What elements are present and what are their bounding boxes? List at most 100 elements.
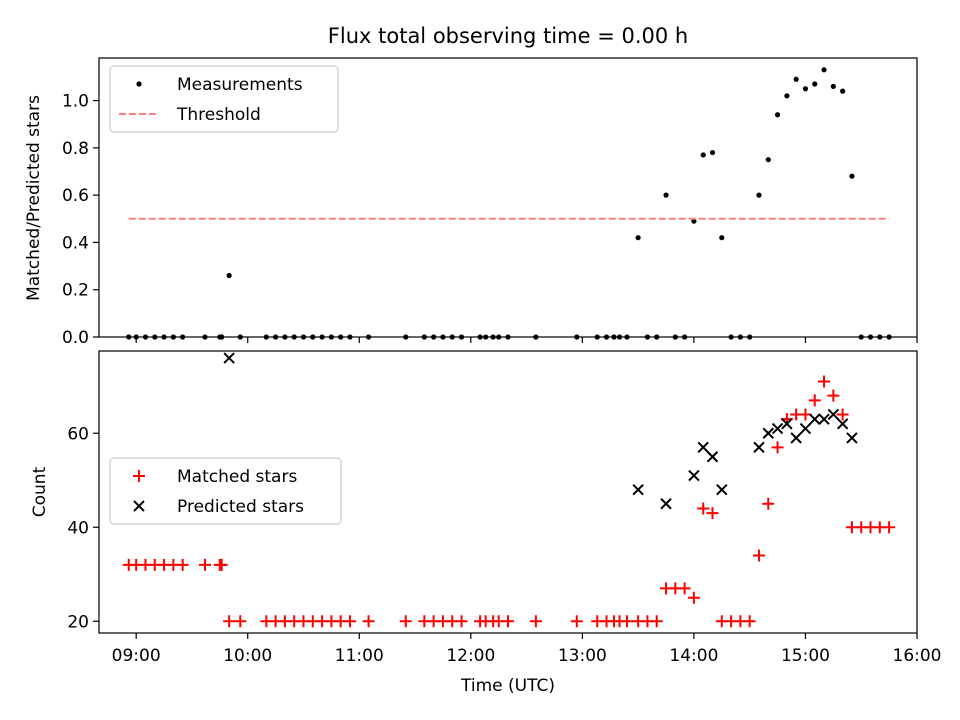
bottom-legend: Matched stars Predicted stars	[109, 457, 342, 525]
top-y-tick-label: 1.0	[62, 92, 89, 112]
bottom-panel: 20 40 60 09:00 10:00 11:00 12:00 13:00 14:00 15:…	[30, 350, 942, 696]
matched-star-point	[762, 497, 775, 510]
bottom-legend-box	[109, 457, 342, 525]
predicted-star-point	[809, 413, 821, 425]
top-panel: 0.0 0.2 0.4 0.6 0.8 1.0 Matched/Predicted sta…	[24, 57, 918, 348]
matched-star-point	[827, 389, 840, 402]
measurement-point	[774, 112, 781, 118]
matched-star-point	[752, 549, 765, 562]
matched-star-point	[234, 615, 247, 628]
legend-matched-label: Matched stars	[177, 467, 297, 487]
matched-star-point	[836, 408, 849, 421]
measurement-point	[849, 173, 855, 179]
top-axes-frame	[98, 57, 918, 338]
matched-star-point	[343, 615, 356, 628]
legend-measurements-label: Measurements	[177, 75, 303, 95]
measurement-point	[802, 86, 809, 92]
x-tick-label: 13:00	[558, 646, 607, 666]
matched-star-point	[620, 615, 633, 628]
predicted-star-point	[632, 483, 644, 496]
legend-measurements-marker	[136, 81, 142, 87]
x-tick-label: 09:00	[112, 646, 161, 666]
matched-star-point	[706, 507, 719, 520]
bottom-x-ticks: 09:00 10:00 11:00 12:00 13:00 14:00 15:00 16:00	[112, 633, 942, 666]
bottom-axes-frame	[98, 350, 918, 634]
matched-star-point	[362, 615, 375, 628]
measurement-point	[765, 157, 771, 163]
predicted-star-point	[846, 432, 858, 444]
measurement-point	[830, 83, 836, 89]
predicted-star-point	[753, 441, 765, 454]
matched-star-point	[570, 615, 583, 628]
predicted-star-point	[771, 422, 784, 435]
matched-star-point	[678, 582, 691, 595]
predicted-star-point	[716, 483, 728, 496]
top-y-tick-label: 0.4	[62, 233, 89, 253]
matched-star-point	[771, 441, 784, 454]
matched-star-point	[215, 558, 228, 571]
predicted-star-point	[660, 498, 672, 510]
x-axis-label: Time (UTC)	[460, 676, 555, 696]
measurement-point	[793, 76, 799, 82]
matched-star-point	[198, 558, 211, 571]
measurement-point	[719, 235, 725, 241]
bottom-y-axis-label: Count	[30, 466, 50, 517]
x-tick-label: 10:00	[223, 646, 272, 666]
matched-star-point	[176, 558, 189, 571]
top-marks	[126, 67, 892, 340]
measurement-point	[635, 235, 641, 241]
measurement-point	[756, 192, 762, 198]
predicted-star-point	[781, 418, 793, 430]
predicted-star-point	[836, 418, 849, 430]
matched-star-point	[650, 615, 663, 628]
predicted-star-point	[697, 441, 709, 454]
predicted-star-point	[827, 408, 840, 421]
measurement-point	[663, 192, 669, 198]
x-tick-label: 11:00	[335, 646, 384, 666]
top-y-ticks: 0.0 0.2 0.4 0.6 0.8 1.0	[62, 92, 99, 348]
legend-matched-marker	[133, 470, 145, 482]
matched-star-point	[883, 521, 896, 534]
matched-star-point	[687, 591, 700, 604]
measurement-point	[840, 88, 846, 94]
predicted-star-point	[688, 469, 700, 482]
matched-star-point	[455, 615, 468, 628]
measurement-point	[821, 67, 827, 73]
bottom-marks	[122, 352, 896, 628]
matched-star-point	[818, 375, 831, 388]
matched-star-point	[808, 394, 821, 407]
bottom-y-tick-label: 40	[67, 518, 89, 538]
matched-star-point	[502, 615, 514, 628]
top-legend: Measurements Threshold	[109, 65, 339, 133]
x-tick-label: 12:00	[446, 646, 495, 666]
measurement-point	[784, 93, 790, 99]
legend-predicted-marker	[133, 500, 145, 512]
bottom-y-tick-label: 20	[67, 612, 89, 632]
predicted-star-point	[818, 413, 830, 425]
predicted-star-point	[799, 422, 812, 435]
bottom-y-tick-label: 60	[67, 424, 89, 444]
matched-star-point	[399, 615, 412, 628]
legend-predicted-label: Predicted stars	[177, 497, 304, 517]
top-y-tick-label: 0.0	[62, 328, 89, 348]
measurement-point	[691, 218, 697, 224]
x-tick-label: 15:00	[781, 646, 830, 666]
chart-title: Flux total observing time = 0.00 h	[328, 24, 688, 48]
x-tick-label: 16:00	[893, 646, 942, 666]
measurement-point	[709, 149, 716, 156]
top-y-tick-label: 0.2	[62, 281, 89, 301]
measurement-point	[226, 272, 232, 279]
top-y-tick-label: 0.8	[62, 139, 89, 159]
matched-star-point	[223, 615, 236, 628]
legend-threshold-label: Threshold	[176, 105, 261, 125]
top-x-ticks	[135, 337, 918, 343]
top-y-axis-label: Matched/Predicted stars	[24, 95, 44, 301]
matched-star-point	[529, 615, 542, 628]
top-legend-box	[109, 65, 339, 133]
predicted-star-point	[762, 427, 774, 439]
predicted-star-point	[790, 432, 802, 444]
predicted-star-point	[706, 451, 719, 463]
predicted-star-point	[223, 352, 235, 364]
top-y-tick-label: 0.6	[62, 186, 89, 206]
